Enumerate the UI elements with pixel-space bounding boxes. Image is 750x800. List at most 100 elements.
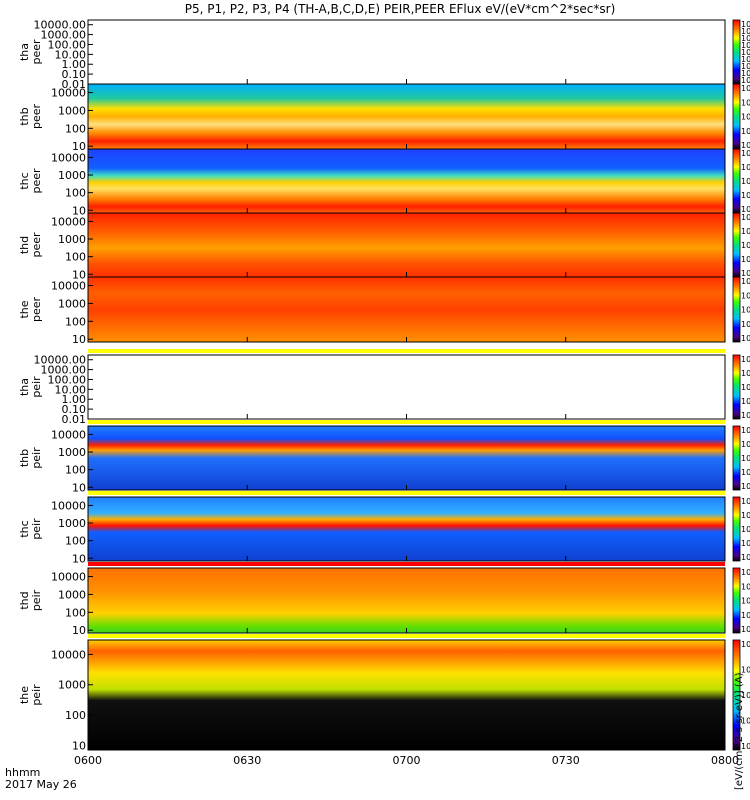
colorbar-tick-label: 108 (741, 639, 750, 650)
y-tick-label: 10000.00 (34, 19, 87, 32)
probe-label: thc (18, 172, 31, 189)
colorbar-tick-label: 106 (741, 33, 750, 44)
probe-label: thb (18, 107, 31, 125)
plot-frame (87, 19, 726, 85)
colorbar-tick-label: 106 (741, 162, 750, 173)
y-tick-label: 10000 (51, 87, 86, 100)
colorbar-tick-label: 108 (741, 276, 750, 287)
colorbar-tick-label: 104 (741, 240, 750, 251)
probe-label: the (18, 686, 31, 704)
y-tick-label: 100.00 (48, 38, 87, 51)
y-tick-label: 10.00 (55, 383, 87, 396)
colorbar-tick-label: 108 (741, 496, 750, 507)
probe-label: thc (18, 520, 31, 537)
colorbar-tick-label: 108 (741, 425, 750, 436)
colorbar-tick-label: 102 (741, 190, 750, 201)
colorbar-tick-label: 104 (741, 382, 750, 393)
y-tick-label: 0.10 (62, 403, 87, 416)
x-tick-label: 0730 (552, 754, 580, 767)
y-tick-label: 10000 (51, 499, 86, 512)
colorbar-tick-label: 102 (741, 609, 750, 620)
species-label: peer (30, 297, 43, 323)
y-tick-label: 100 (65, 709, 86, 722)
colorbar-tick-label: 108 (741, 148, 750, 159)
colorbar-tick-label: 104 (741, 595, 750, 606)
y-tick-label: 1000 (58, 297, 86, 310)
y-tick-label: 10000 (51, 648, 86, 661)
colorbar-tick-label: 106 (741, 664, 750, 675)
x-axis-label: hhmm (5, 766, 40, 779)
colorbar (732, 212, 741, 278)
y-tick-label: 10000 (51, 280, 86, 293)
colorbar-tick-label: 108 (741, 19, 750, 30)
colorbar-tick-label: 100 (741, 410, 750, 421)
colorbar-tick-label: 100 (741, 140, 750, 151)
y-tick-label: 100 (65, 251, 86, 264)
y-tick-label: 10000 (51, 428, 86, 441)
spectrogram-image (88, 277, 725, 342)
colorbar-tick-label: 108 (741, 83, 750, 94)
date-label: 2017 May 26 (5, 778, 77, 791)
spectrogram-image (88, 426, 725, 490)
colorbar-tick-label: 102 (741, 538, 750, 549)
y-tick-label: 10000 (51, 151, 86, 164)
probe-label: tha (18, 378, 31, 396)
spectrogram-image (88, 568, 725, 633)
y-tick-label: 0.01 (62, 78, 87, 91)
panel-separator-band (88, 634, 725, 638)
colorbar (732, 148, 741, 214)
colorbar-tick-label: 106 (741, 97, 750, 108)
probe-label: tha (18, 43, 31, 61)
colorbar-tick-label: 100 (741, 481, 750, 492)
colorbar-tick-label: 104 (741, 111, 750, 122)
y-tick-label: 1000 (58, 104, 86, 117)
y-tick-label: 1.00 (62, 58, 87, 71)
y-tick-label: 1000.00 (41, 29, 87, 42)
colorbar (732, 567, 741, 634)
y-tick-label: 100 (65, 122, 86, 135)
panel-separator-band (88, 562, 725, 566)
species-label: peer (30, 39, 43, 65)
y-tick-label: 0.10 (62, 68, 87, 81)
probe-label: the (18, 300, 31, 318)
spectrogram-image (88, 84, 725, 149)
colorbar-tick-label: 102 (741, 396, 750, 407)
colorbar-tick-label: 100 (741, 204, 750, 215)
species-label: peer (30, 232, 43, 258)
colorbar-label: [eV/(cm^2-s-sr-eV)] (A) (734, 672, 745, 790)
colorbar (732, 276, 741, 343)
species-label: peer (30, 104, 43, 130)
colorbar-tick-label: 106 (741, 581, 750, 592)
colorbar-tick-label: 100 (741, 268, 750, 279)
colorbar-tick-label: 102 (741, 125, 750, 136)
y-tick-label: 1000.00 (41, 364, 87, 377)
colorbar-tick-label: 104 (741, 690, 750, 701)
colorbar-tick-label: 104 (741, 47, 750, 58)
colorbar-tick-label: 106 (741, 439, 750, 450)
y-tick-label: 100 (65, 315, 86, 328)
y-tick-label: 1000 (58, 233, 86, 246)
species-label: peir (30, 447, 43, 469)
panel-stack: 10000.001000.00100.0010.001.000.100.01th… (18, 19, 750, 768)
colorbar (732, 83, 741, 150)
spectrogram-image (88, 640, 725, 750)
colorbar-tick-label: 108 (741, 567, 750, 578)
species-label: peir (30, 518, 43, 540)
x-tick-label: 0800 (711, 754, 739, 767)
probe-label: thd (18, 591, 31, 609)
x-tick-label: 0630 (233, 754, 261, 767)
y-tick-label: 100 (65, 187, 86, 200)
panel-separator-band (88, 420, 725, 424)
y-tick-label: 100.00 (48, 373, 87, 386)
colorbar-tick-label: 104 (741, 176, 750, 187)
y-tick-label: 10 (72, 140, 86, 153)
y-tick-label: 10000 (51, 215, 86, 228)
y-tick-label: 1000 (58, 588, 86, 601)
plot-frame (87, 354, 726, 420)
y-tick-label: 10 (72, 552, 86, 565)
